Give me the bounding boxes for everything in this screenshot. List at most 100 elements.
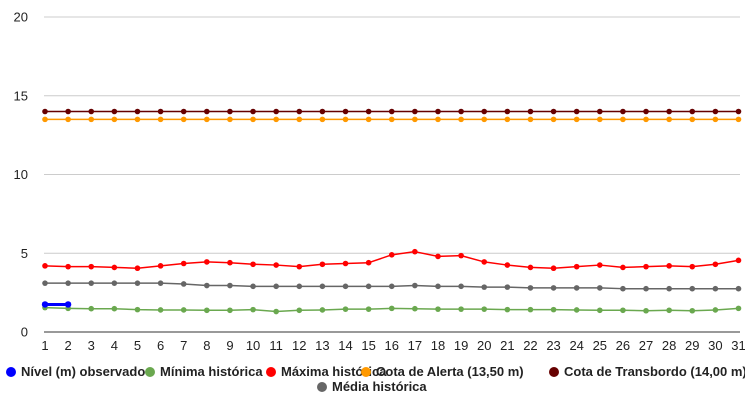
data-point <box>620 108 626 115</box>
data-point <box>134 306 141 313</box>
data-point <box>573 263 580 270</box>
legend-label: Nível (m) observado <box>21 364 145 379</box>
data-point <box>550 108 557 115</box>
data-point <box>527 306 534 313</box>
x-tick-label: 4 <box>111 338 118 353</box>
data-point <box>41 301 49 308</box>
x-tick-label: 8 <box>203 338 210 353</box>
legend-item[interactable]: Mínima histórica <box>145 364 263 379</box>
data-point <box>273 108 279 115</box>
x-tick-label: 3 <box>88 338 95 353</box>
data-point <box>643 108 649 115</box>
x-tick-label: 5 <box>134 338 141 353</box>
data-point <box>204 259 210 265</box>
data-point <box>319 261 326 268</box>
data-point <box>180 260 187 267</box>
data-point <box>620 264 626 271</box>
data-point <box>481 116 488 123</box>
legend-item[interactable]: Média histórica <box>317 379 427 394</box>
data-point <box>134 116 141 123</box>
data-point <box>319 307 326 313</box>
data-point <box>227 116 233 123</box>
data-point <box>273 116 279 123</box>
data-point <box>666 263 672 269</box>
data-point <box>88 116 95 123</box>
data-point <box>573 307 580 313</box>
data-point <box>481 108 488 115</box>
data-point <box>42 116 48 123</box>
x-tick-label: 12 <box>292 338 306 353</box>
data-point <box>250 108 256 115</box>
data-point <box>735 305 742 312</box>
legend-marker <box>361 367 371 377</box>
y-tick-label: 0 <box>21 325 28 340</box>
data-point <box>388 108 395 115</box>
data-point <box>481 284 488 290</box>
data-point <box>504 116 511 123</box>
data-point <box>527 264 534 271</box>
data-point <box>643 263 649 270</box>
data-point <box>111 305 118 312</box>
legend-label: Máxima histórica <box>281 364 387 379</box>
data-point <box>666 307 672 314</box>
data-point <box>388 305 395 312</box>
data-point <box>365 259 372 266</box>
data-point <box>712 307 719 313</box>
data-point <box>550 306 557 313</box>
legend-marker <box>549 367 559 377</box>
data-point <box>296 263 303 270</box>
data-point <box>342 306 349 312</box>
series-0 <box>41 301 72 308</box>
data-point <box>227 282 233 289</box>
series-2 <box>42 248 742 272</box>
data-point <box>42 108 48 115</box>
data-point <box>388 116 395 123</box>
data-point <box>65 263 71 270</box>
data-point <box>481 259 488 265</box>
legend-item[interactable]: Nível (m) observado <box>6 364 145 379</box>
legend-marker <box>6 367 16 377</box>
data-point <box>435 306 441 312</box>
legend-item[interactable]: Cota de Alerta (13,50 m) <box>361 364 524 379</box>
data-point <box>342 283 349 290</box>
data-point <box>319 108 326 115</box>
x-tick-label: 15 <box>361 338 375 353</box>
data-point <box>527 108 534 115</box>
data-point <box>620 307 626 314</box>
data-point <box>65 108 71 115</box>
x-tick-label: 31 <box>731 338 745 353</box>
legend-item[interactable]: Cota de Transbordo (14,00 m) <box>549 364 745 379</box>
x-axis-ticks: 1 2 3 4 5 6 7 8 9 10 11 12 13 14 15 16 17 18 19 20 21 22 23 24 2… <box>41 338 745 353</box>
data-point <box>689 307 696 314</box>
data-point <box>180 116 187 123</box>
data-point <box>365 116 372 123</box>
data-point <box>735 257 742 264</box>
data-point <box>435 116 441 123</box>
data-point <box>735 285 742 292</box>
data-point <box>597 262 603 268</box>
data-point <box>573 108 580 115</box>
data-point <box>527 285 534 291</box>
data-point <box>458 116 464 123</box>
legend-item[interactable]: Máxima histórica <box>266 364 387 379</box>
data-point <box>157 108 164 115</box>
y-tick-label: 10 <box>14 167 28 182</box>
data-point <box>689 285 696 292</box>
series-1 <box>42 304 742 315</box>
x-tick-label: 18 <box>431 338 445 353</box>
data-point <box>319 283 326 290</box>
series-5 <box>42 280 742 292</box>
x-tick-label: 1 <box>41 338 48 353</box>
data-point <box>620 285 626 292</box>
data-point <box>227 108 233 115</box>
data-point <box>204 282 210 289</box>
data-point <box>504 306 511 313</box>
data-point <box>550 116 557 123</box>
data-point <box>157 116 164 123</box>
data-point <box>712 108 719 115</box>
x-tick-label: 29 <box>685 338 699 353</box>
data-point <box>227 307 233 314</box>
data-point <box>412 108 418 115</box>
data-point <box>204 307 210 314</box>
x-tick-label: 11 <box>269 338 283 353</box>
